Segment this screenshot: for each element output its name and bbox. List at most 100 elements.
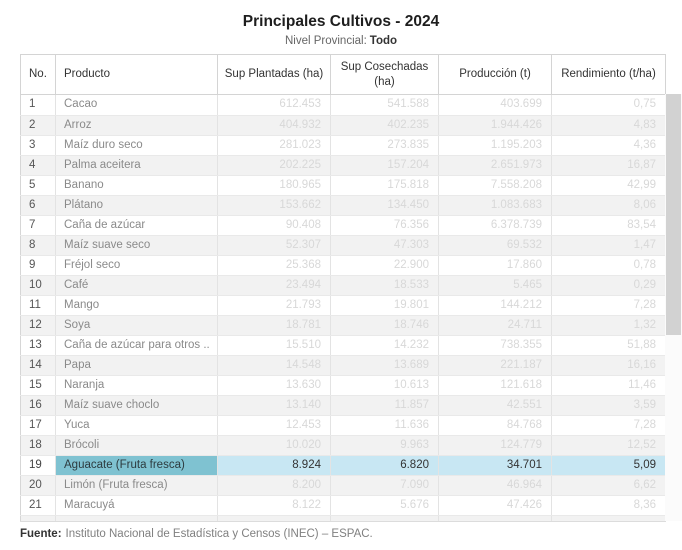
cell-no: 19 xyxy=(20,455,56,476)
cell-no: 1 xyxy=(20,95,56,116)
cell-rendimiento: 4,83 xyxy=(551,115,666,136)
table-row[interactable]: 1 Cacao 612.453 541.588 403.699 0,75 xyxy=(20,95,666,116)
cell-produccion: 1.944.426 xyxy=(438,115,552,136)
cell-rendimiento: 0,75 xyxy=(551,95,666,116)
cell-rendimiento: 11,46 xyxy=(551,375,666,396)
table-row[interactable]: 5 Banano 180.965 175.818 7.558.208 42,99 xyxy=(20,175,666,196)
source-note: Fuente: Instituto Nacional de Estadística… xyxy=(20,528,373,540)
cell-cosechadas: 175.818 xyxy=(330,175,439,196)
table-row[interactable]: 9 Fréjol seco 25.368 22.900 17.860 0,78 xyxy=(20,255,666,276)
table-row[interactable]: 2 Arroz 404.932 402.235 1.944.426 4,83 xyxy=(20,115,666,136)
cell-no: 17 xyxy=(20,415,56,436)
table-row[interactable]: 13 Caña de azúcar para otros .. 15.510 14.2… xyxy=(20,335,666,356)
column-header-producto: Producto xyxy=(55,54,218,95)
table-row[interactable]: 3 Maíz duro seco 281.023 273.835 1.195.203 4,… xyxy=(20,135,666,156)
cell-produccion: 42.551 xyxy=(438,395,552,416)
cell-produccion: 47.426 xyxy=(438,495,552,516)
cell-cosechadas: 6.820 xyxy=(330,454,439,476)
cell-produccion: 1.083.683 xyxy=(438,195,552,216)
table-row[interactable]: 16 Maíz suave choclo 13.140 11.857 42.551 3,5… xyxy=(20,395,666,416)
cell-plantadas xyxy=(217,515,331,521)
table-row[interactable]: 7 Caña de azúcar 90.408 76.356 6.378.739 83,5… xyxy=(20,215,666,236)
cell-cosechadas xyxy=(330,515,439,521)
cell-cosechadas: 18.746 xyxy=(330,315,439,336)
header-row: No. Producto Sup Plantadas (ha) Sup Cose… xyxy=(20,54,666,95)
table-row[interactable]: 15 Naranja 13.630 10.613 121.618 11,46 xyxy=(20,375,666,396)
cell-plantadas: 52.307 xyxy=(217,235,331,256)
column-header-produccion: Producción (t) xyxy=(438,54,552,95)
column-header-cosechadas: Sup Cosechadas (ha) xyxy=(330,54,439,95)
cell-no: 18 xyxy=(20,435,56,456)
cell-plantadas: 281.023 xyxy=(217,135,331,156)
cell-cosechadas: 134.450 xyxy=(330,195,439,216)
table-row[interactable]: 21 Maracuyá 8.122 5.676 47.426 8,36 xyxy=(20,495,666,516)
cell-produccion: 1.195.203 xyxy=(438,135,552,156)
table-row[interactable]: 12 Soya 18.781 18.746 24.711 1,32 xyxy=(20,315,666,336)
table-row[interactable]: 4 Palma aceitera 202.225 157.204 2.651.973 16… xyxy=(20,155,666,176)
table-row[interactable]: 18 Brócoli 10.020 9.963 124.779 12,52 xyxy=(20,435,666,456)
table-row[interactable]: 11 Mango 21.793 19.801 144.212 7,28 xyxy=(20,295,666,316)
cell-rendimiento: 5,09 xyxy=(551,454,666,476)
cell-cosechadas: 19.801 xyxy=(330,295,439,316)
table-row[interactable]: 6 Plátano 153.662 134.450 1.083.683 8,06 xyxy=(20,195,666,216)
subtitle-label: Nivel Provincial: xyxy=(284,35,367,47)
page-title: Principales Cultivos - 2024 xyxy=(242,13,440,30)
column-header-rendimiento: Rendimiento (t/ha) xyxy=(551,54,666,95)
cell-rendimiento: 51,88 xyxy=(551,335,666,356)
table-row[interactable]: 14 Papa 14.548 13.689 221.187 16,16 xyxy=(20,355,666,376)
cell-plantadas: 90.408 xyxy=(217,215,331,236)
cell-produccion: 6.378.739 xyxy=(438,215,552,236)
cell-cosechadas: 47.303 xyxy=(330,235,439,256)
subtitle-value: Todo xyxy=(369,35,398,47)
cell-producto: Banano xyxy=(55,175,218,196)
cell-rendimiento: 8,36 xyxy=(551,495,666,516)
cell-no: 9 xyxy=(20,255,56,276)
cell-cosechadas: 541.588 xyxy=(330,95,439,116)
table-body-viewport: 1 Cacao 612.453 541.588 403.699 0,75 2 Arroz 404… xyxy=(20,95,666,522)
cell-producto: Maíz duro seco xyxy=(55,135,218,156)
cell-produccion: 69.532 xyxy=(438,235,552,256)
cell-no: 15 xyxy=(20,375,56,396)
cell-cosechadas: 76.356 xyxy=(330,215,439,236)
cell-producto: Café xyxy=(55,275,218,296)
cell-no: 21 xyxy=(20,495,56,516)
cell-produccion: 24.711 xyxy=(438,315,552,336)
cell-producto: Caña de azúcar xyxy=(55,215,218,236)
cell-plantadas: 12.453 xyxy=(217,415,331,436)
table-row[interactable]: 17 Yuca 12.453 11.636 84.768 7,28 xyxy=(20,415,666,436)
cell-producto: Maíz suave choclo xyxy=(55,395,218,416)
cell-plantadas: 14.548 xyxy=(217,355,331,376)
column-header-plantadas: Sup Plantadas (ha) xyxy=(217,54,331,95)
cell-plantadas: 18.781 xyxy=(217,315,331,336)
table-row[interactable]: 19 Aguacate (Fruta fresca) 8.924 6.820 34.70… xyxy=(20,454,666,476)
table-row[interactable]: 20 Limón (Fruta fresca) 8.200 7.090 46.964 6,… xyxy=(20,475,666,496)
cell-no: 2 xyxy=(20,115,56,136)
table-row[interactable]: 10 Café 23.494 18.533 5.465 0,29 xyxy=(20,275,666,296)
cell-no: 20 xyxy=(20,475,56,496)
cell-plantadas: 404.932 xyxy=(217,115,331,136)
crops-table: No. Producto Sup Plantadas (ha) Sup Cose… xyxy=(20,54,682,522)
table-scrollbar[interactable] xyxy=(665,94,682,521)
table-row[interactable] xyxy=(20,515,666,521)
cell-plantadas: 8.200 xyxy=(217,475,331,496)
cell-plantadas: 202.225 xyxy=(217,155,331,176)
column-header-no: No. xyxy=(20,54,56,95)
cell-no: 16 xyxy=(20,395,56,416)
cell-cosechadas: 5.676 xyxy=(330,495,439,516)
cell-plantadas: 10.020 xyxy=(217,435,331,456)
cell-no: 5 xyxy=(20,175,56,196)
cell-producto xyxy=(55,515,218,521)
cell-no: 11 xyxy=(20,295,56,316)
cell-cosechadas: 402.235 xyxy=(330,115,439,136)
cell-rendimiento: 3,59 xyxy=(551,395,666,416)
cell-cosechadas: 7.090 xyxy=(330,475,439,496)
cell-no: 4 xyxy=(20,155,56,176)
table-header: No. Producto Sup Plantadas (ha) Sup Cose… xyxy=(20,54,666,95)
cell-producto: Aguacate (Fruta fresca) xyxy=(55,454,218,476)
page-subtitle: Nivel Provincial: Todo xyxy=(0,35,682,47)
scrollbar-thumb[interactable] xyxy=(666,94,681,335)
cell-no: 6 xyxy=(20,195,56,216)
table-body: 1 Cacao 612.453 541.588 403.699 0,75 2 Arroz 404… xyxy=(20,95,666,521)
table-row[interactable]: 8 Maíz suave seco 52.307 47.303 69.532 1,47 xyxy=(20,235,666,256)
cell-rendimiento: 0,78 xyxy=(551,255,666,276)
